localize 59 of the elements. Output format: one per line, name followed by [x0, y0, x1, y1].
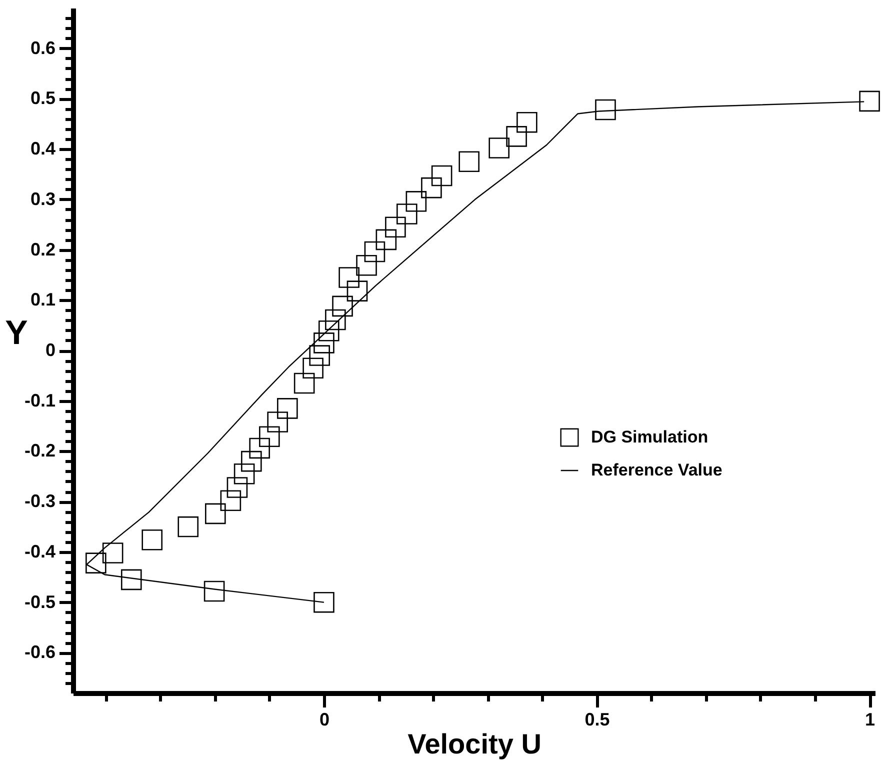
y-tick-label: -0.2 [24, 440, 56, 461]
y-tick-label: -0.1 [24, 390, 56, 410]
point [259, 426, 280, 448]
point [421, 177, 442, 198]
y-tick-label: -0.3 [24, 491, 56, 512]
y-tick-label: 0.4 [30, 138, 56, 159]
point [396, 204, 418, 224]
point [364, 241, 386, 262]
point [356, 254, 377, 276]
point [277, 398, 298, 419]
point [220, 490, 242, 511]
x-tick-label: 0 [319, 710, 330, 730]
point [516, 112, 538, 133]
point [376, 229, 397, 250]
y-tick-label: 0.1 [30, 290, 56, 310]
point [332, 296, 353, 317]
point [267, 412, 288, 432]
point [249, 438, 270, 459]
point [338, 267, 360, 288]
point [204, 580, 225, 602]
point [142, 529, 163, 550]
y-tick-label: -0.6 [24, 642, 56, 662]
point [406, 191, 427, 212]
point [102, 542, 124, 564]
point [226, 477, 248, 498]
y-tick-label: 0.6 [30, 38, 56, 58]
x-tick-label: 1 [865, 710, 876, 730]
y-tick-label: 0.5 [30, 88, 56, 108]
x-axis-title: Velocity U [408, 728, 542, 760]
point [314, 592, 334, 613]
x-tick-label: 0.5 [584, 710, 610, 730]
point [178, 516, 199, 538]
point [120, 569, 142, 590]
point [325, 309, 346, 330]
y-tick-label: 0 [45, 340, 56, 360]
legend-label: Reference Value [591, 460, 722, 480]
y-tick-label: 0.3 [30, 188, 56, 209]
point [458, 151, 480, 172]
y-tick-label: -0.4 [24, 541, 56, 562]
point [506, 126, 527, 147]
point [595, 99, 616, 120]
y-tick-label: 0.2 [30, 239, 56, 260]
point [241, 450, 262, 472]
legend-label: DG Simulation [591, 428, 708, 446]
y-axis-title: Y [5, 314, 28, 352]
point [205, 503, 226, 524]
point [294, 372, 315, 394]
point [309, 345, 330, 366]
point [346, 280, 368, 302]
point [488, 138, 510, 158]
point [318, 320, 340, 342]
point [859, 90, 880, 112]
point [431, 165, 452, 186]
point [86, 552, 106, 574]
point [385, 216, 406, 238]
point [314, 332, 334, 354]
point [302, 358, 324, 379]
point [234, 464, 255, 484]
y-tick-label: -0.5 [24, 592, 56, 612]
